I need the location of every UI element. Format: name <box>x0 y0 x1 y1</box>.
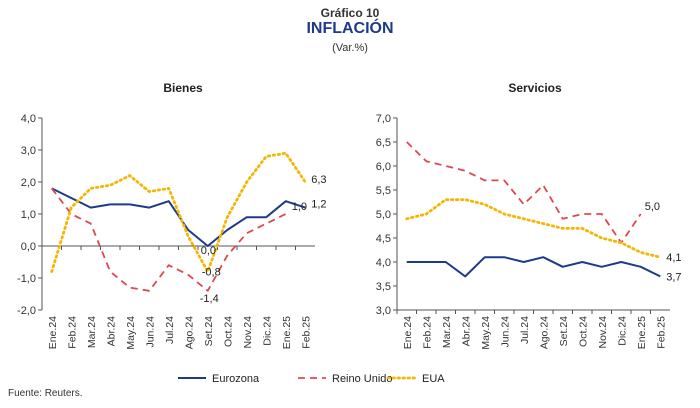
y-tick-label: 6,0 <box>376 161 391 173</box>
y-tick-label: 5,0 <box>376 209 391 221</box>
x-tick-label: Jul.24 <box>164 316 176 344</box>
x-tick-label: Abr.24 <box>460 316 472 347</box>
series-line-eua <box>405 198 662 259</box>
y-tick-label: 4,0 <box>21 113 36 125</box>
data-label: 6,3 <box>311 174 326 186</box>
legend-label-eurozona: Eurozona <box>212 373 260 385</box>
y-tick-label: -1,0 <box>17 273 36 285</box>
x-tick-label: Ene.25 <box>636 316 648 349</box>
data-label: 0,0 <box>201 245 216 257</box>
data-label: 1,0 <box>292 201 307 213</box>
x-tick-label: Nov.24 <box>597 316 609 349</box>
x-tick-label: Ago.24 <box>183 316 195 349</box>
y-tick-label: 1,0 <box>21 209 36 221</box>
series-line-reino_unido <box>51 187 287 292</box>
y-tick-label: 3,0 <box>21 145 36 157</box>
x-tick-label: Feb.25 <box>655 316 667 349</box>
x-tick-label: May.24 <box>480 316 492 350</box>
x-tick-label: Set.24 <box>203 316 215 347</box>
data-label: 3,7 <box>666 271 681 283</box>
source-note: Fuente: Reuters. <box>8 388 83 399</box>
x-tick-label: Oct.24 <box>577 316 589 347</box>
panel-title: Bienes <box>163 81 203 95</box>
x-tick-label: Feb.25 <box>300 316 312 349</box>
y-tick-label: 6,5 <box>376 137 391 149</box>
x-tick-label: Oct.24 <box>222 316 234 347</box>
y-tick-label: 0,0 <box>21 241 36 253</box>
data-label: 1,2 <box>311 199 326 211</box>
panel-title: Servicios <box>508 81 562 95</box>
series-line-eurozona <box>406 256 661 278</box>
series-line-eua <box>50 151 307 273</box>
x-tick-label: Abr.24 <box>105 316 117 347</box>
x-tick-label: Nov.24 <box>242 316 254 349</box>
x-tick-label: Jun.24 <box>499 316 511 348</box>
series-line-eurozona <box>51 187 306 247</box>
data-label: -1,4 <box>200 293 219 305</box>
legend-label-reino_unido: Reino Unido <box>332 373 393 385</box>
y-tick-label: 4,5 <box>376 233 391 245</box>
y-tick-label: -2,0 <box>17 305 36 317</box>
y-tick-label: 2,0 <box>21 177 36 189</box>
y-tick-label: 3,0 <box>376 305 391 317</box>
x-tick-label: Dic.24 <box>616 316 628 346</box>
x-tick-label: Mar.24 <box>86 316 98 348</box>
x-tick-label: Ene.24 <box>402 316 414 349</box>
y-tick-label: 5,5 <box>376 185 391 197</box>
x-tick-label: Ago.24 <box>538 316 550 349</box>
legend-label-eua: EUA <box>422 373 445 385</box>
x-tick-label: Feb.24 <box>421 316 433 349</box>
x-tick-label: Dic.24 <box>261 316 273 346</box>
x-tick-label: Ene.25 <box>281 316 293 349</box>
figure-subtitle: (Var.%) <box>332 42 368 54</box>
figure-title: INFLACIÓN <box>306 20 394 37</box>
y-tick-label: 3,5 <box>376 281 391 293</box>
x-tick-label: Set.24 <box>558 316 570 347</box>
x-tick-label: Feb.24 <box>66 316 78 349</box>
data-label: -0,8 <box>202 267 221 279</box>
series-line-reino_unido <box>406 141 642 244</box>
figure-number: Gráfico 10 <box>320 6 380 20</box>
data-label: 4,1 <box>666 252 681 264</box>
data-label: 5,0 <box>645 201 660 213</box>
y-tick-label: 7,0 <box>376 113 391 125</box>
x-tick-label: Mar.24 <box>441 316 453 348</box>
y-tick-label: 4,0 <box>376 257 391 269</box>
x-tick-label: Jul.24 <box>519 316 531 344</box>
x-tick-label: Ene.24 <box>47 316 59 349</box>
x-tick-label: May.24 <box>125 316 137 350</box>
x-tick-label: Jun.24 <box>144 316 156 348</box>
